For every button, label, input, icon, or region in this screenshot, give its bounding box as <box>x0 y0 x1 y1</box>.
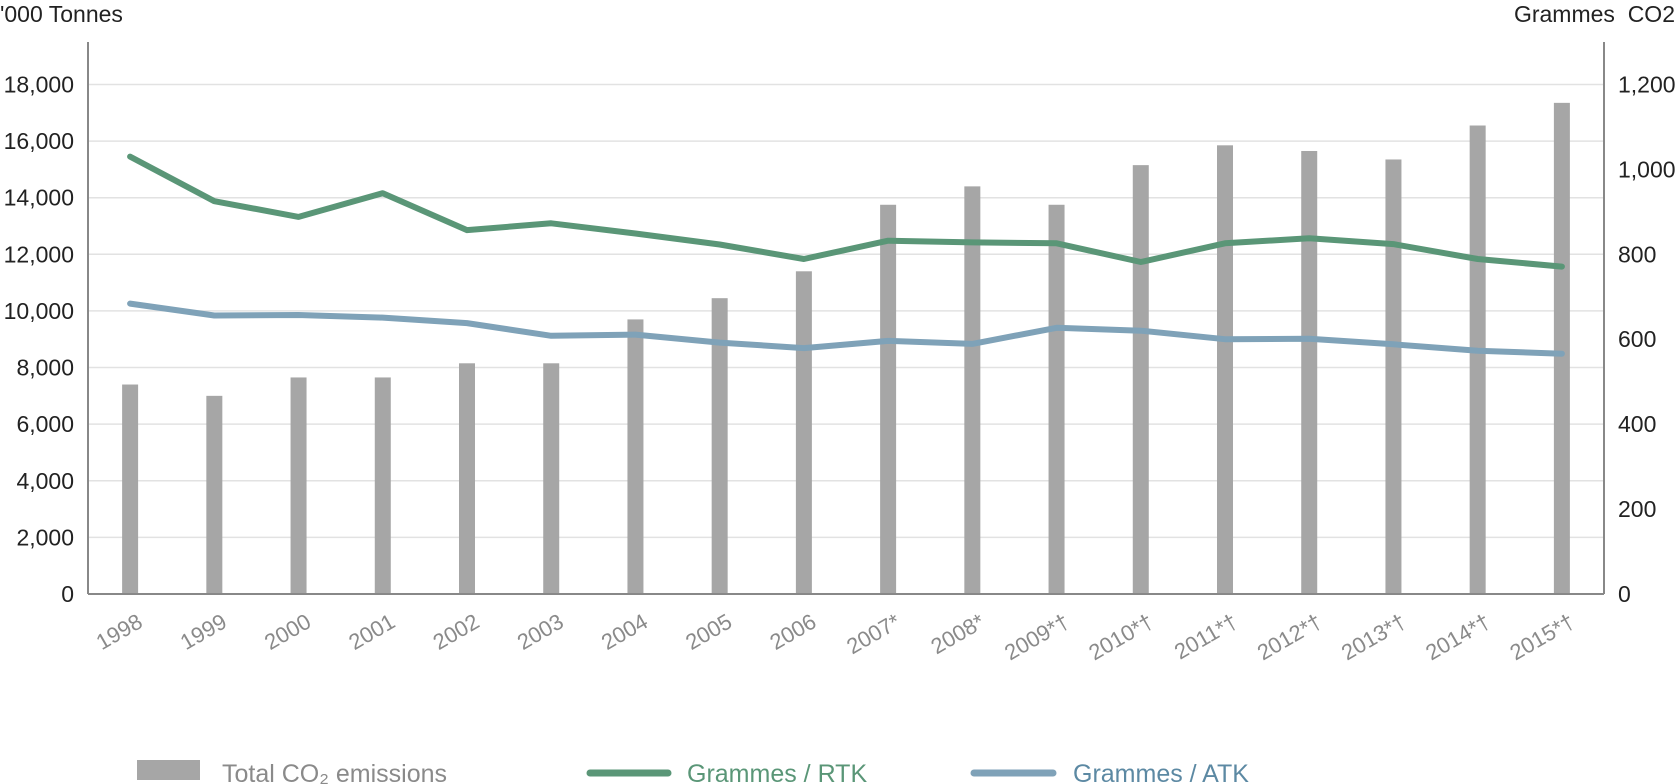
left-tick-label: 16,000 <box>4 128 74 154</box>
emission-bar <box>290 377 307 594</box>
emission-bar <box>543 363 560 594</box>
x-tick-label: 2010*† <box>1084 609 1157 666</box>
emission-bar <box>1132 165 1149 594</box>
legend-bars-label: Total CO₂ emissions <box>222 760 447 784</box>
right-tick-label: 200 <box>1618 496 1656 522</box>
emission-bar <box>627 319 644 594</box>
x-tick-label: 2009*† <box>1000 609 1073 666</box>
emission-bar <box>795 271 812 594</box>
axes <box>87 42 1605 595</box>
left-tick-label: 12,000 <box>4 241 74 267</box>
emission-bar <box>1048 204 1065 594</box>
x-tick-label: 2007* <box>842 608 905 659</box>
emission-bar <box>1301 150 1318 594</box>
right-axis-title: Grammes CO2 <box>1514 1 1675 27</box>
emission-bar <box>206 395 223 594</box>
legend: Total CO₂ emissions Grammes / RTK Gramme… <box>137 760 1249 784</box>
legend-bars-swatch <box>137 760 200 780</box>
right-tick-label: 800 <box>1618 241 1656 267</box>
left-tick-label: 10,000 <box>4 298 74 324</box>
emission-bar <box>1385 159 1402 594</box>
left-tick-label: 8,000 <box>16 355 74 381</box>
left-axis-title: '000 Tonnes <box>0 1 123 27</box>
left-tick-label: 18,000 <box>4 71 74 97</box>
right-axis-tick-labels: 0 200 400 600 800 1,000 1,200 <box>1618 71 1676 607</box>
left-axis-tick-labels: 0 2,000 4,000 6,000 8,000 10,000 12,000 14,000 1… <box>4 71 74 607</box>
emission-bar <box>1553 102 1570 594</box>
x-tick-label: 2002 <box>429 609 484 655</box>
emission-bar <box>964 186 981 594</box>
emission-bar <box>122 384 139 594</box>
x-tick-label: 2011*† <box>1170 609 1241 665</box>
x-tick-label: 2000 <box>260 609 315 655</box>
left-tick-label: 14,000 <box>4 185 74 211</box>
emission-bar <box>1469 125 1486 594</box>
x-tick-label: 2003 <box>513 609 568 655</box>
emission-bar <box>374 377 391 594</box>
x-tick-label: 2005 <box>681 609 736 655</box>
left-tick-label: 4,000 <box>16 468 74 494</box>
emission-bar <box>711 298 728 594</box>
right-tick-label: 1,200 <box>1618 71 1676 97</box>
emission-bar <box>459 363 475 594</box>
right-tick-label: 0 <box>1618 581 1631 607</box>
emission-bars <box>122 102 1570 595</box>
x-axis-tick-labels: 1998 1999 2000 2001 2002 2003 2004 2005 2006 2007… <box>92 608 1579 665</box>
right-tick-label: 400 <box>1618 411 1656 437</box>
right-tick-label: 1,000 <box>1618 156 1676 182</box>
right-tick-label: 600 <box>1618 326 1656 352</box>
x-tick-label: 1998 <box>92 609 147 655</box>
series-lines <box>127 153 1565 357</box>
rtk-series-line <box>127 153 1565 270</box>
left-tick-label: 2,000 <box>16 524 74 550</box>
x-tick-label: 2014*† <box>1421 609 1494 666</box>
x-tick-label: 2013*† <box>1337 609 1410 666</box>
atk-series-line <box>127 300 1565 357</box>
emission-bar <box>1217 145 1233 595</box>
left-tick-label: 0 <box>61 581 74 607</box>
legend-atk-label: Grammes / ATK <box>1073 760 1249 784</box>
legend-rtk-label: Grammes / RTK <box>687 760 867 784</box>
x-tick-label: 2008* <box>927 608 990 659</box>
left-tick-label: 6,000 <box>16 411 74 437</box>
x-tick-label: 2015*† <box>1505 609 1578 666</box>
x-tick-label: 2004 <box>597 609 652 655</box>
emission-bar <box>880 204 897 594</box>
x-tick-label: 1999 <box>176 609 231 655</box>
x-tick-label: 2006 <box>765 609 820 655</box>
x-tick-label: 2012*† <box>1253 609 1326 666</box>
x-tick-label: 2001 <box>344 609 399 655</box>
gridlines <box>88 83 1604 539</box>
